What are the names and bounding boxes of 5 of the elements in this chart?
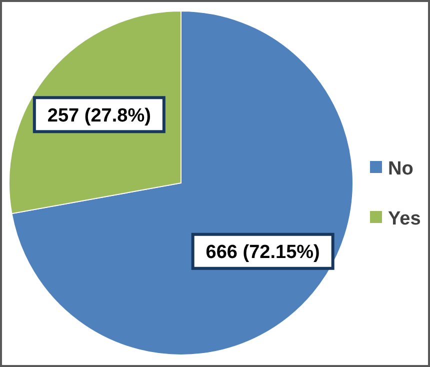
data-label: 666 (72.15%) bbox=[206, 242, 320, 264]
legend-label: No bbox=[388, 158, 414, 180]
legend-label: Yes bbox=[388, 208, 421, 230]
data-label: 257 (27.8%) bbox=[47, 105, 151, 126]
pie-slice bbox=[11, 10, 354, 356]
